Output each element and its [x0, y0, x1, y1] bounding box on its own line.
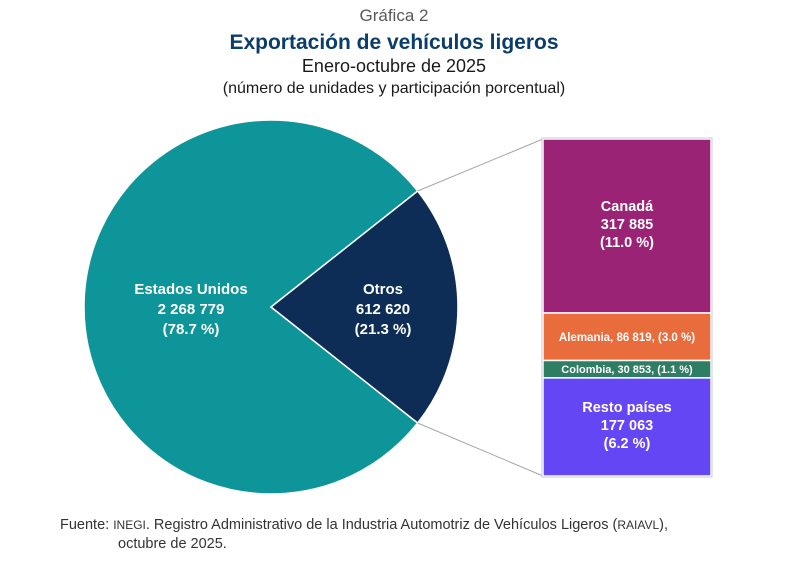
chart-units: (número de unidades y participación porc… [222, 80, 566, 97]
source-org: INEGI [113, 518, 146, 532]
bar-label-resto-paises-pct: (6.2 %) [604, 436, 651, 452]
pie-label-estados-unidos-pct: (78.7 %) [163, 321, 220, 338]
bar-label-canada-name: Canadá [601, 199, 654, 215]
source-text: . Registro Administrativo de la Industri… [145, 517, 618, 533]
bar-label-resto-paises-name: Resto países [582, 400, 671, 416]
bar-label-canada-value: 317 885 [601, 217, 653, 233]
source-suffix: ), [659, 517, 669, 533]
source-line2: octubre de 2025. [118, 536, 227, 552]
source-note: Fuente: INEGI. Registro Administrativo d… [60, 516, 668, 554]
connector-line-bottom [417, 422, 544, 477]
chart-subtitle: Enero-octubre de 2025 [301, 56, 487, 76]
pie-label-estados-unidos-value: 2 268 779 [158, 301, 225, 318]
chart-pretitle: Gráfica 2 [359, 6, 429, 25]
pie-label-otros-name: Otros [363, 281, 403, 298]
bar-segment-alemania [542, 312, 712, 362]
pie-slice-otros [269, 189, 459, 425]
pie-label-estados-unidos-name: Estados Unidos [134, 281, 247, 298]
connector-line-top [417, 138, 544, 192]
bar-label-canada-pct: (11.0 %) [600, 235, 654, 251]
bar-label-resto-paises-value: 177 063 [601, 418, 653, 434]
chart-title: Exportación de vehículos ligeros [229, 31, 559, 54]
source-prefix: Fuente: [60, 517, 114, 533]
pie-label-otros-value: 612 620 [356, 301, 410, 318]
bar-label-alemania: Alemania, 86 819, (3.0 %) [559, 332, 695, 344]
pie-label-otros-pct: (21.3 %) [355, 321, 412, 338]
bar-outline [541, 137, 713, 478]
source-abbr: RAIAVL [617, 518, 660, 532]
bar-label-colombia: Colombia, 30 853, (1.1 %) [561, 364, 693, 376]
bar-segment-resto-paises [542, 377, 712, 477]
pie-slice-estados-unidos [83, 119, 419, 495]
bar-segment-canada [542, 138, 712, 314]
